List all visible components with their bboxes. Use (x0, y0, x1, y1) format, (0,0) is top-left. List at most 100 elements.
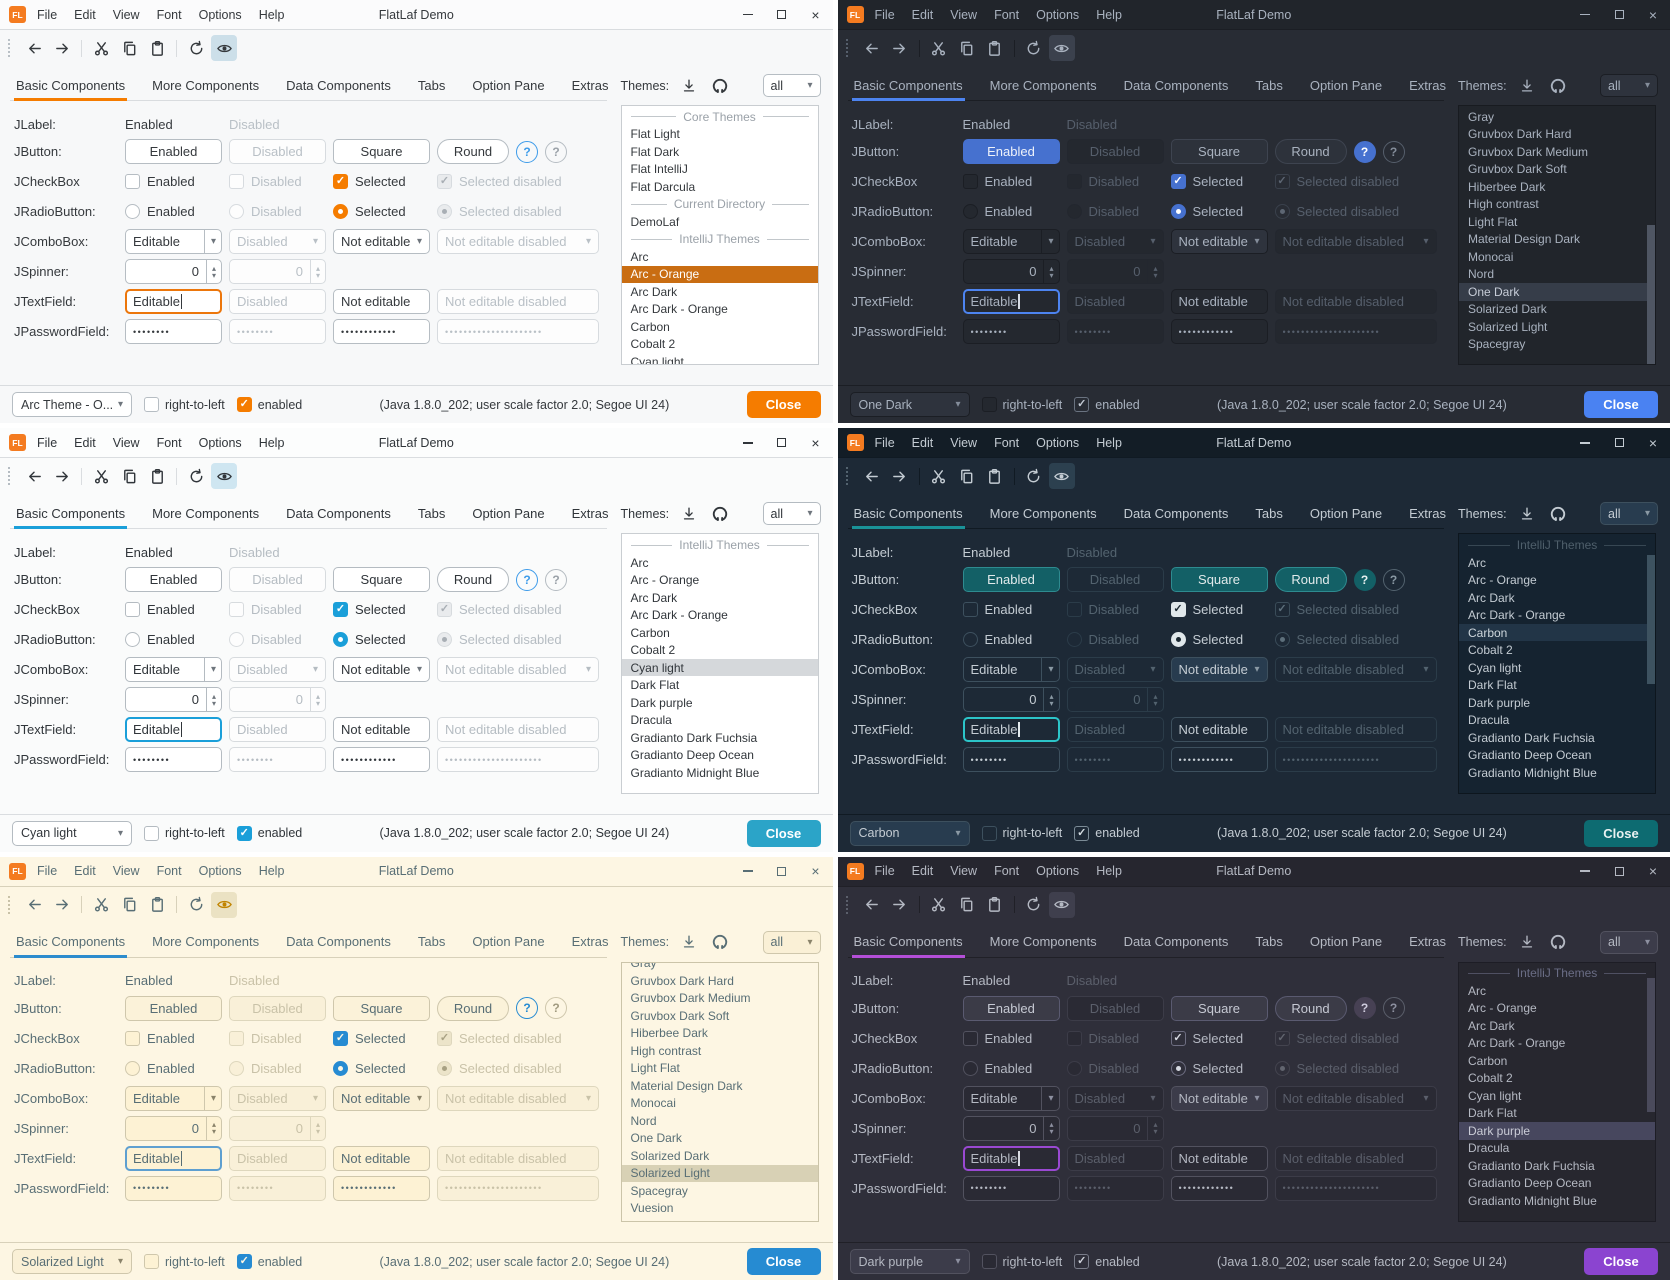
close-button[interactable]: Close (746, 819, 821, 847)
jtextfield-disabled[interactable]: Disabled (229, 717, 326, 743)
jspinner-disabled[interactable]: 0 ▴ ▾ (1066, 1115, 1164, 1141)
enabled-checkbox[interactable]: ✓ enabled (236, 397, 302, 413)
jcombobox-disabled[interactable]: Disabled ▾ (1066, 657, 1164, 683)
menu-file[interactable]: File (874, 7, 895, 22)
theme-item-high-contrast[interactable]: High contrast (630, 1043, 702, 1058)
theme-item-gradianto-deep-ocean[interactable]: Gradianto Deep Ocean (1468, 1176, 1592, 1191)
tab-data-components[interactable]: Data Components (1123, 77, 1229, 93)
lookandfeel-combobox[interactable]: Carbon ▾ (849, 820, 970, 846)
theme-item-dark-flat[interactable]: Dark Flat (630, 678, 680, 693)
jpasswordfield-readonly[interactable]: •••••••••••• (333, 1175, 430, 1201)
jpasswordfield-readonly[interactable]: •••••••••••• (333, 747, 430, 773)
jcheckbox-selected[interactable]: ✓ Selected (333, 174, 430, 189)
right-to-left-checkbox[interactable]: right-to-left (981, 825, 1062, 841)
close-window-button[interactable]: × (1648, 434, 1658, 451)
theme-item-hiberbee-dark[interactable]: Hiberbee Dark (630, 1026, 708, 1041)
jtextfield-disabled[interactable]: Disabled (1066, 717, 1164, 743)
right-to-left-checkbox[interactable]: right-to-left (981, 397, 1062, 413)
jradio-selected-disabled[interactable]: Selected disabled (437, 632, 599, 648)
jbutton-enabled[interactable]: Enabled (962, 139, 1060, 164)
close-button[interactable]: Close (746, 391, 821, 419)
jpasswordfield-readonly-disabled[interactable]: ••••••••••••••••••••• (1274, 1175, 1437, 1201)
menu-options[interactable]: Options (198, 7, 242, 22)
theme-item-carbon[interactable]: Carbon (1468, 1053, 1508, 1068)
jpasswordfield-enabled[interactable]: •••••••• (125, 1175, 222, 1201)
tab-basic-components[interactable]: Basic Components (851, 498, 965, 530)
theme-item-gray[interactable]: Gray (1468, 109, 1495, 124)
menu-edit[interactable]: Edit (74, 7, 96, 22)
jcheckbox-disabled[interactable]: Disabled (229, 1030, 326, 1046)
jcombobox-editable[interactable]: Editable ▾ (962, 1085, 1060, 1111)
toolbar-grip[interactable] (845, 39, 850, 57)
refresh-button[interactable] (183, 463, 209, 489)
tab-option-pane[interactable]: Option Pane (1309, 77, 1383, 93)
menu-help[interactable]: Help (1096, 7, 1122, 22)
spinner-arrows-icon[interactable]: ▴ ▾ (205, 260, 221, 283)
theme-item-gradianto-midnight-blue[interactable]: Gradianto Midnight Blue (630, 765, 760, 780)
jcombobox-not-editable[interactable]: Not editable ▾ (1170, 1085, 1268, 1111)
close-window-button[interactable]: × (1648, 6, 1658, 23)
spinner-arrows-icon[interactable]: ▴ ▾ (1147, 260, 1162, 283)
tab-more-components[interactable]: More Components (989, 77, 1097, 93)
menu-edit[interactable]: Edit (74, 864, 96, 879)
github-button[interactable] (1547, 931, 1569, 953)
tab-extras[interactable]: Extras (571, 505, 609, 521)
tab-extras[interactable]: Extras (1409, 505, 1446, 521)
theme-item-material-design-dark[interactable]: Material Design Dark (630, 1078, 743, 1093)
cut-button[interactable] (926, 35, 952, 61)
theme-item-arc-orange[interactable]: Arc - Orange (630, 573, 700, 588)
jradio-selected[interactable]: Selected (1170, 632, 1268, 648)
jtextfield-focused[interactable]: Editable (125, 1145, 222, 1171)
maximize-button[interactable] (765, 857, 799, 887)
theme-item-arc[interactable]: Arc (630, 249, 649, 264)
help-button[interactable]: ? (1353, 997, 1376, 1020)
back-button[interactable] (21, 463, 47, 489)
theme-item-flat-dark[interactable]: Flat Dark (630, 144, 680, 159)
jcombobox-not-editable-disabled[interactable]: Not editable disabled ▾ (437, 229, 599, 254)
jspinner-disabled[interactable]: 0 ▴ ▾ (1066, 259, 1164, 284)
jpasswordfield-enabled[interactable]: •••••••• (962, 747, 1060, 773)
theme-item-solarized-light[interactable]: Solarized Light (621, 1164, 818, 1183)
theme-item-light-flat[interactable]: Light Flat (630, 1061, 680, 1076)
theme-item-gradianto-deep-ocean[interactable]: Gradianto Deep Ocean (630, 748, 754, 763)
jradio-enabled[interactable]: Enabled (962, 632, 1060, 648)
menu-file[interactable]: File (37, 864, 58, 879)
menu-view[interactable]: View (112, 7, 140, 22)
jtextfield-readonly-disabled[interactable]: Not editable disabled (437, 289, 599, 314)
jtextfield-focused[interactable]: Editable (962, 1145, 1060, 1171)
jcheckbox-enabled[interactable]: Enabled (962, 174, 1060, 189)
jspinner[interactable]: 0 ▴ ▾ (125, 259, 222, 284)
theme-item-cobalt-2[interactable]: Cobalt 2 (630, 643, 676, 658)
help-button[interactable]: ? (516, 140, 538, 163)
jbutton-round[interactable]: Round (1274, 567, 1347, 593)
show-hidden-eye-toggle[interactable] (211, 891, 237, 918)
cut-button[interactable] (926, 892, 952, 918)
theme-item-gradianto-dark-fuchsia[interactable]: Gradianto Dark Fuchsia (630, 730, 758, 745)
jpasswordfield-enabled[interactable]: •••••••• (125, 319, 222, 344)
right-to-left-checkbox[interactable]: right-to-left (144, 1254, 225, 1269)
help-button[interactable]: ? (1353, 140, 1376, 163)
jtextfield-readonly[interactable]: Not editable (333, 717, 430, 743)
enabled-checkbox[interactable]: ✓ enabled (1074, 825, 1140, 841)
jspinner-disabled[interactable]: 0 ▴ ▾ (229, 259, 326, 284)
theme-item-dracula[interactable]: Dracula (630, 713, 672, 728)
menu-help[interactable]: Help (258, 864, 285, 879)
theme-item-arc-dark[interactable]: Arc Dark (630, 284, 678, 299)
jpasswordfield-disabled[interactable]: •••••••• (229, 319, 326, 344)
theme-item-flat-light[interactable]: Flat Light (630, 127, 680, 142)
theme-item-arc-dark[interactable]: Arc Dark (630, 590, 678, 605)
menu-view[interactable]: View (950, 435, 978, 450)
jtextfield-readonly[interactable]: Not editable (333, 289, 430, 314)
theme-item-dark-flat[interactable]: Dark Flat (1468, 1106, 1517, 1121)
back-button[interactable] (21, 892, 47, 918)
theme-item-gruvbox-dark-hard[interactable]: Gruvbox Dark Hard (630, 973, 734, 988)
theme-item-solarized-dark[interactable]: Solarized Dark (630, 1148, 710, 1163)
jcheckbox-enabled[interactable]: Enabled (125, 1030, 222, 1046)
theme-item-one-dark[interactable]: One Dark (630, 1131, 682, 1146)
theme-item-flat-intellij[interactable]: Flat IntelliJ (630, 162, 688, 177)
jradio-disabled[interactable]: Disabled (1066, 204, 1164, 219)
theme-item-solarized-light[interactable]: Solarized Light (1468, 319, 1548, 334)
jcombobox-editable[interactable]: Editable ▾ (125, 229, 222, 254)
jcombobox-not-editable-disabled[interactable]: Not editable disabled ▾ (1274, 229, 1437, 254)
jbutton-round[interactable]: Round (437, 567, 509, 593)
